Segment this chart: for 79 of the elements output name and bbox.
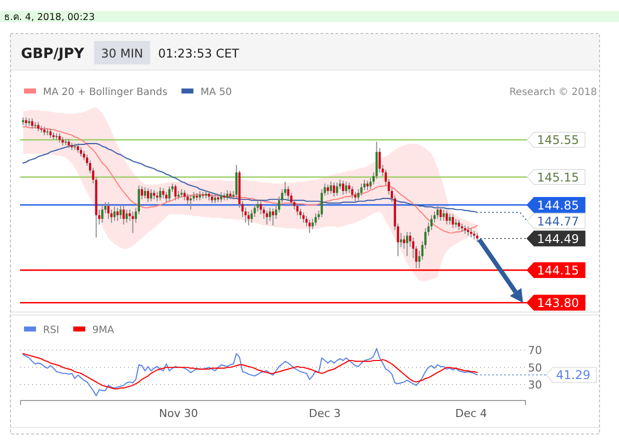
candlestick (446, 210, 448, 226)
candlestick (248, 210, 250, 226)
line-series (22, 348, 478, 396)
legend-label: MA 50 (200, 87, 232, 98)
text: Research © 2018 (509, 87, 597, 98)
candlestick (366, 180, 369, 191)
y-tick-label: 70 (528, 344, 542, 358)
candlestick (58, 132, 61, 144)
candlestick (226, 190, 228, 201)
candlestick (37, 122, 40, 132)
candlestick (150, 188, 152, 202)
text: 01:23:53 CET (158, 46, 240, 60)
ref-line-label: 145.15 (537, 170, 579, 184)
candlestick (458, 219, 460, 231)
ref-line-label: 145.55 (537, 133, 579, 148)
legend-label: MA 20 + Bollinger Bands (43, 87, 168, 98)
ref-line-label: 144.85 (537, 198, 579, 212)
candlestick (235, 164, 238, 198)
candlestick (162, 188, 164, 199)
x-tick-label: Dec 4 (455, 407, 488, 420)
x-tick-label: Dec 3 (308, 407, 341, 420)
candlestick (198, 190, 201, 201)
y-tick-label: 30 (528, 378, 542, 392)
candlestick (406, 231, 408, 257)
candlestick (440, 206, 442, 222)
y-tick-label: 50 (528, 361, 542, 374)
candlestick (190, 194, 192, 210)
candlestick (107, 202, 110, 220)
candlestick (470, 228, 472, 238)
candlestick (378, 148, 381, 173)
legend-label: 9MA (92, 325, 114, 336)
candlestick (268, 207, 272, 222)
chart-subtitle: 30 MIN (101, 46, 144, 60)
text: 41.29 (556, 368, 590, 382)
candlestick (156, 191, 158, 202)
candlestick (466, 226, 470, 236)
candlestick (476, 232, 478, 243)
candlestick (119, 204, 122, 220)
candlestick (31, 118, 34, 130)
candlestick (146, 188, 150, 203)
ref-line-label: 144.15 (537, 263, 579, 278)
candlestick (210, 193, 214, 204)
candlestick (220, 191, 222, 203)
candlestick (351, 186, 354, 199)
candlestick (302, 212, 305, 224)
legend-label: RSI (43, 325, 60, 336)
candlestick (113, 206, 116, 222)
candlestick (436, 205, 439, 220)
candlestick (330, 181, 332, 194)
text: 144.77 (537, 214, 579, 228)
candlestick (80, 146, 82, 158)
candlestick (314, 212, 317, 226)
chart-title: GBP/JPY (21, 46, 86, 62)
line-series (22, 353, 478, 390)
candlestick (126, 209, 128, 224)
candlestick (345, 181, 348, 194)
candlestick (336, 182, 338, 196)
candlestick (122, 205, 125, 226)
candlestick (452, 214, 454, 229)
candlestick (168, 186, 170, 202)
ref-line-label: 143.80 (537, 296, 579, 310)
candlestick (342, 180, 344, 196)
candlestick (140, 186, 144, 200)
candlestick (101, 205, 104, 224)
candlestick (296, 202, 298, 216)
candlestick (68, 138, 70, 149)
candlestick (442, 209, 445, 222)
candlestick (214, 193, 216, 204)
candlestick (448, 212, 451, 226)
x-tick-label: Nov 30 (159, 407, 198, 420)
candlestick (260, 200, 262, 215)
candlestick (165, 191, 168, 203)
candlestick (308, 219, 311, 234)
candlestick (332, 182, 336, 198)
candlestick (132, 210, 134, 234)
candlestick (159, 186, 162, 201)
text: 144.49 (537, 232, 579, 246)
text: ธ.ค. 4, 2018, 00:23 (4, 12, 95, 23)
candlestick (360, 183, 362, 196)
